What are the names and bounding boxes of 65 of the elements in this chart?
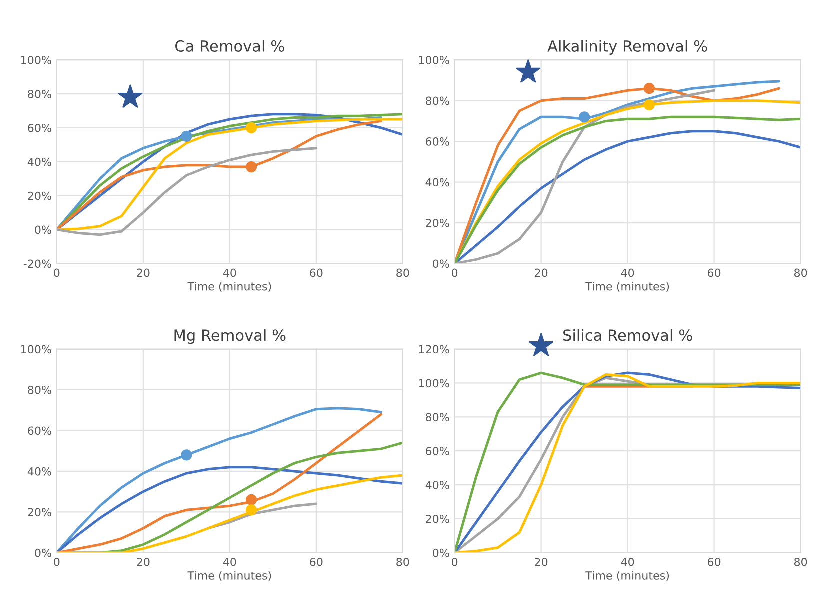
y-tick-label: 20% xyxy=(28,192,52,200)
y-tick-label: 0% xyxy=(433,260,450,268)
line-series xyxy=(56,147,318,236)
point xyxy=(579,112,590,123)
x-tick-label: 0 xyxy=(54,268,60,278)
point xyxy=(246,122,258,134)
point xyxy=(246,494,258,506)
y-tick-label: 100% xyxy=(22,345,52,354)
x-tick-label: 0 xyxy=(452,558,458,566)
point xyxy=(246,504,258,516)
line-series xyxy=(454,89,716,264)
y-tick-label: 80% xyxy=(28,386,52,394)
x-tick-label: 20 xyxy=(535,558,548,566)
y-tick-label: 100% xyxy=(419,379,450,388)
x-tick-label: 60 xyxy=(708,268,721,278)
x-tick-label: 60 xyxy=(708,558,721,566)
point xyxy=(181,450,192,461)
y-tick-label: 40% xyxy=(426,481,450,490)
y-tick-label: 20% xyxy=(426,218,450,228)
x-axis-title: Time (minutes) xyxy=(586,282,670,292)
y-tick-label: 60% xyxy=(426,138,450,146)
y-tick-label: 80% xyxy=(28,90,52,98)
y-tick-label: 80% xyxy=(426,96,450,106)
x-tick-label: 80 xyxy=(396,558,410,566)
x-tick-label: 0 xyxy=(452,268,458,278)
y-tick-label: 0% xyxy=(35,226,52,234)
point xyxy=(181,130,192,142)
y-tick-label: 0% xyxy=(35,548,52,558)
y-tick-label: 120% xyxy=(419,345,450,354)
x-tick-label: 40 xyxy=(621,268,634,278)
y-tick-label: 80% xyxy=(426,413,450,422)
x-tick-label: 20 xyxy=(137,558,150,566)
chart-title: Silica Removal % xyxy=(564,329,692,342)
x-tick-label: 80 xyxy=(794,558,808,566)
point xyxy=(246,161,258,173)
x-tick-label: 0 xyxy=(54,558,60,566)
y-tick-label: 60% xyxy=(28,426,52,436)
x-tick-label: 20 xyxy=(535,268,548,278)
y-tick-label: 60% xyxy=(28,124,52,132)
y-tick-label: 20% xyxy=(426,514,450,524)
y-tick-label: 0% xyxy=(433,548,450,558)
x-tick-label: 20 xyxy=(137,268,150,278)
point xyxy=(644,83,655,94)
y-tick-label: 60% xyxy=(426,447,450,456)
y-tick-label: 40% xyxy=(28,158,52,166)
point xyxy=(644,99,655,110)
y-tick-label: 100% xyxy=(419,56,450,64)
y-tick-label: 20% xyxy=(28,508,52,517)
x-tick-label: 40 xyxy=(621,558,634,566)
x-axis-title: Time (minutes) xyxy=(188,282,272,292)
y-tick-label: -20% xyxy=(24,260,52,268)
chart-title: Mg Removal % xyxy=(174,329,286,344)
chart-title: Alkalinity Removal % xyxy=(548,40,708,55)
x-axis-title: Time (minutes) xyxy=(586,571,670,582)
y-tick-label: 40% xyxy=(426,178,450,187)
x-tick-label: 40 xyxy=(223,558,236,566)
x-tick-label: 60 xyxy=(310,268,323,278)
x-tick-label: 60 xyxy=(310,558,323,566)
chart-title: Ca Removal % xyxy=(176,40,284,52)
x-tick-label: 80 xyxy=(794,268,808,278)
y-tick-label: 40% xyxy=(28,467,52,476)
x-axis-title: Time (minutes) xyxy=(188,571,272,582)
x-tick-label: 80 xyxy=(396,268,410,278)
y-tick-label: 100% xyxy=(22,56,52,64)
x-tick-label: 40 xyxy=(223,268,236,278)
